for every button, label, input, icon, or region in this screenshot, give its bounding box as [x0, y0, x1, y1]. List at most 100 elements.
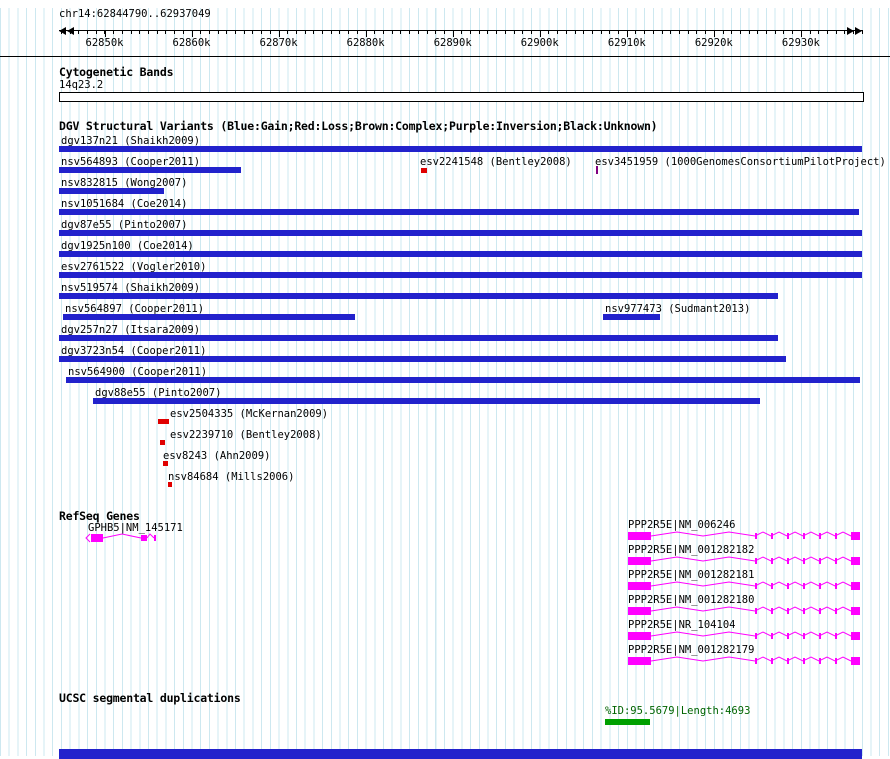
variant-bar[interactable] [160, 440, 165, 445]
variant-bar[interactable] [66, 377, 860, 383]
variant-bar[interactable] [421, 168, 427, 173]
ruler-minor-tick [618, 30, 620, 34]
ruler-minor-tick [461, 30, 463, 34]
gene-label: PPP2R5E|NR_104104 [628, 619, 736, 631]
gene-glyph-ppp2r5e[interactable] [628, 631, 861, 641]
variant-bar[interactable] [596, 166, 598, 174]
ruler-tick-label: 62850k [85, 37, 124, 49]
ruler-minor-tick [487, 30, 489, 34]
ruler-minor-tick [478, 30, 480, 34]
ruler-minor-tick [374, 30, 376, 34]
ruler-minor-tick [522, 30, 524, 34]
gene-glyph-gphb5[interactable] [85, 533, 158, 543]
ruler-edge-arrow-icon [855, 27, 862, 35]
ruler-minor-tick [435, 30, 437, 34]
ruler-minor-tick [287, 30, 289, 34]
ruler-minor-tick [731, 30, 733, 34]
segdup-bar[interactable] [605, 719, 650, 725]
ruler-minor-tick [121, 30, 123, 34]
gene-glyph-ppp2r5e[interactable] [628, 606, 861, 616]
section-separator [0, 56, 890, 57]
ruler-minor-tick [774, 30, 776, 34]
ruler-minor-tick [670, 30, 672, 34]
dgv-track-header: DGV Structural Variants (Blue:Gain;Red:L… [59, 119, 658, 133]
ruler-edge-arrow-icon [847, 27, 854, 35]
ruler-major-tick [626, 30, 628, 37]
variant-bar[interactable] [59, 293, 778, 299]
ruler-major-tick [713, 30, 715, 37]
variant-bar[interactable] [158, 419, 169, 424]
ruler-minor-tick [853, 30, 855, 34]
variant-bar[interactable] [59, 146, 862, 152]
ruler-tick-label: 62910k [607, 37, 646, 49]
variant-label: nsv977473 (Sudmant2013) [605, 303, 751, 315]
ruler-baseline [59, 30, 862, 31]
ruler-minor-tick [809, 30, 811, 34]
ruler-minor-tick [165, 30, 167, 34]
ruler-minor-tick [391, 30, 393, 34]
cytoband-glyph[interactable] [59, 92, 864, 102]
ruler-minor-tick [635, 30, 637, 34]
ruler-tick-label: 62880k [346, 37, 385, 49]
ruler-minor-tick [339, 30, 341, 34]
ruler-minor-tick [139, 30, 141, 34]
variant-bar[interactable] [59, 209, 859, 215]
variant-bar[interactable] [59, 356, 786, 362]
variant-label: dgv1925n100 (Coe2014) [61, 240, 194, 252]
variant-bar[interactable] [59, 335, 778, 341]
ruler-minor-tick [235, 30, 237, 34]
variant-bar[interactable] [93, 398, 760, 404]
ruler-minor-tick [208, 30, 210, 34]
ruler-tick-label: 62930k [781, 37, 820, 49]
variant-label: esv2241548 (Bentley2008) [420, 156, 572, 168]
variant-label: dgv257n27 (Itsara2009) [61, 324, 201, 336]
variant-bar[interactable] [63, 314, 355, 320]
gene-glyph-ppp2r5e[interactable] [628, 556, 861, 566]
ruler-minor-tick [87, 30, 89, 34]
variant-label: nsv564900 (Cooper2011) [68, 366, 208, 378]
ruler-minor-tick [766, 30, 768, 34]
ruler-minor-tick [69, 30, 71, 34]
ruler-tick-label: 62920k [694, 37, 733, 49]
variant-bar[interactable] [59, 230, 862, 236]
ruler-minor-tick [783, 30, 785, 34]
refseq-genes-header: RefSeq Genes [59, 509, 140, 523]
ruler-minor-tick [826, 30, 828, 34]
ruler-tick-label: 62870k [259, 37, 298, 49]
variant-bar[interactable] [603, 314, 660, 320]
ruler-minor-tick [426, 30, 428, 34]
gene-glyph-ppp2r5e[interactable] [628, 656, 861, 666]
variant-bar[interactable] [59, 167, 241, 173]
ruler-minor-tick [531, 30, 532, 34]
ruler-minor-tick [705, 30, 707, 34]
ruler-tick-label: 62900k [520, 37, 559, 49]
gene-glyph-ppp2r5e[interactable] [628, 531, 861, 541]
ruler-minor-tick [226, 30, 228, 34]
ruler-minor-tick [60, 30, 62, 34]
variant-bar[interactable] [163, 461, 168, 466]
gene-glyph-ppp2r5e[interactable] [628, 581, 861, 591]
variant-bar[interactable] [59, 251, 862, 257]
ruler-minor-tick [400, 30, 402, 34]
ruler-minor-tick [269, 30, 271, 34]
variant-bar[interactable] [59, 272, 862, 278]
ruler-minor-tick [78, 30, 80, 34]
variant-label: esv2239710 (Bentley2008) [170, 429, 322, 441]
ruler-tick-label: 62890k [433, 37, 472, 49]
ruler-minor-tick [409, 30, 411, 34]
ruler-minor-tick [156, 30, 158, 34]
variant-label: dgv137n21 (Shaikh2009) [61, 135, 201, 147]
ruler-minor-tick [792, 30, 794, 34]
variant-bar[interactable] [59, 188, 164, 194]
variant-label: nsv519574 (Shaikh2009) [61, 282, 201, 294]
variant-label: dgv3723n54 (Cooper2011) [61, 345, 207, 357]
ruler-minor-tick [818, 30, 820, 34]
ruler-minor-tick [574, 30, 576, 34]
cytoband-label: 14q23.2 [59, 79, 104, 91]
ruler-minor-tick [330, 30, 332, 34]
variant-bar[interactable] [168, 482, 172, 487]
